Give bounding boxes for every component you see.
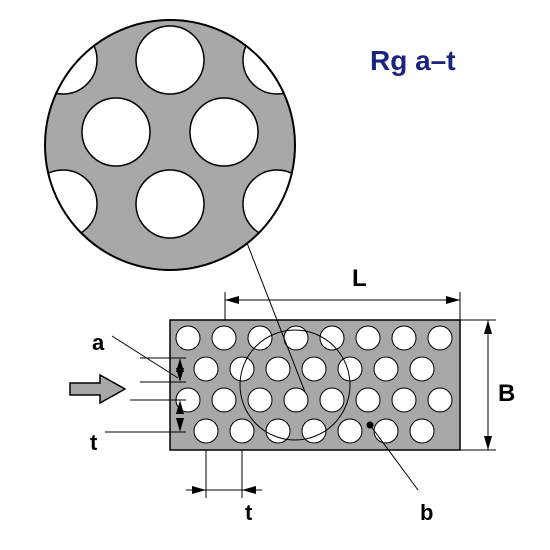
dim-label-a: a xyxy=(92,330,104,356)
dim-label-L: L xyxy=(352,265,367,293)
dim-label-t-horiz: t xyxy=(245,500,252,526)
dim-label-b: b xyxy=(420,500,433,526)
dim-label-t-vert: t xyxy=(90,430,97,456)
diagram-svg xyxy=(0,0,550,550)
diagram-canvas: Rg a–t L B a t t b xyxy=(0,0,550,550)
dim-label-B: B xyxy=(498,380,515,408)
